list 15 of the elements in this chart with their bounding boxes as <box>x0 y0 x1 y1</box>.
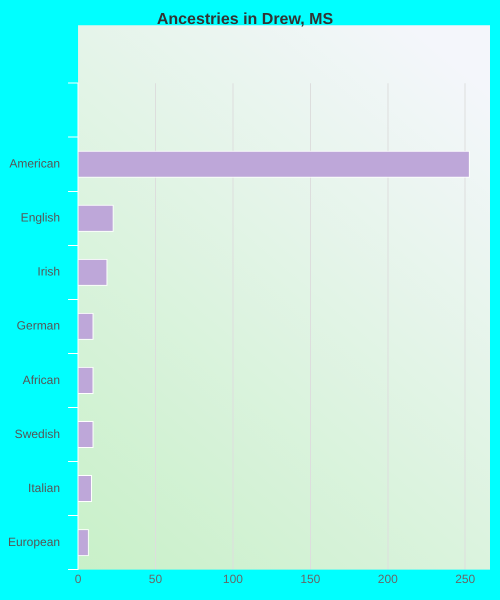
y-tick-label: Swedish <box>14 426 60 441</box>
x-tick-label: 200 <box>378 572 398 586</box>
x-tick-label: 150 <box>300 572 321 586</box>
y-tick-label: African <box>22 372 60 387</box>
y-tick-label: German <box>16 318 60 333</box>
x-tick-label: 100 <box>222 572 244 586</box>
x-tick-label: 0 <box>74 572 82 586</box>
y-tick-label: Irish <box>37 264 60 279</box>
x-tick-label: 250 <box>455 572 476 586</box>
y-tick-label: English <box>20 210 60 225</box>
y-tick-label: American <box>9 156 60 171</box>
y-tick-label: Italian <box>28 480 60 495</box>
x-tick-label: 50 <box>148 572 162 586</box>
chart-title: Ancestries in Drew, MS <box>156 11 334 28</box>
y-tick-label: European <box>8 534 60 549</box>
